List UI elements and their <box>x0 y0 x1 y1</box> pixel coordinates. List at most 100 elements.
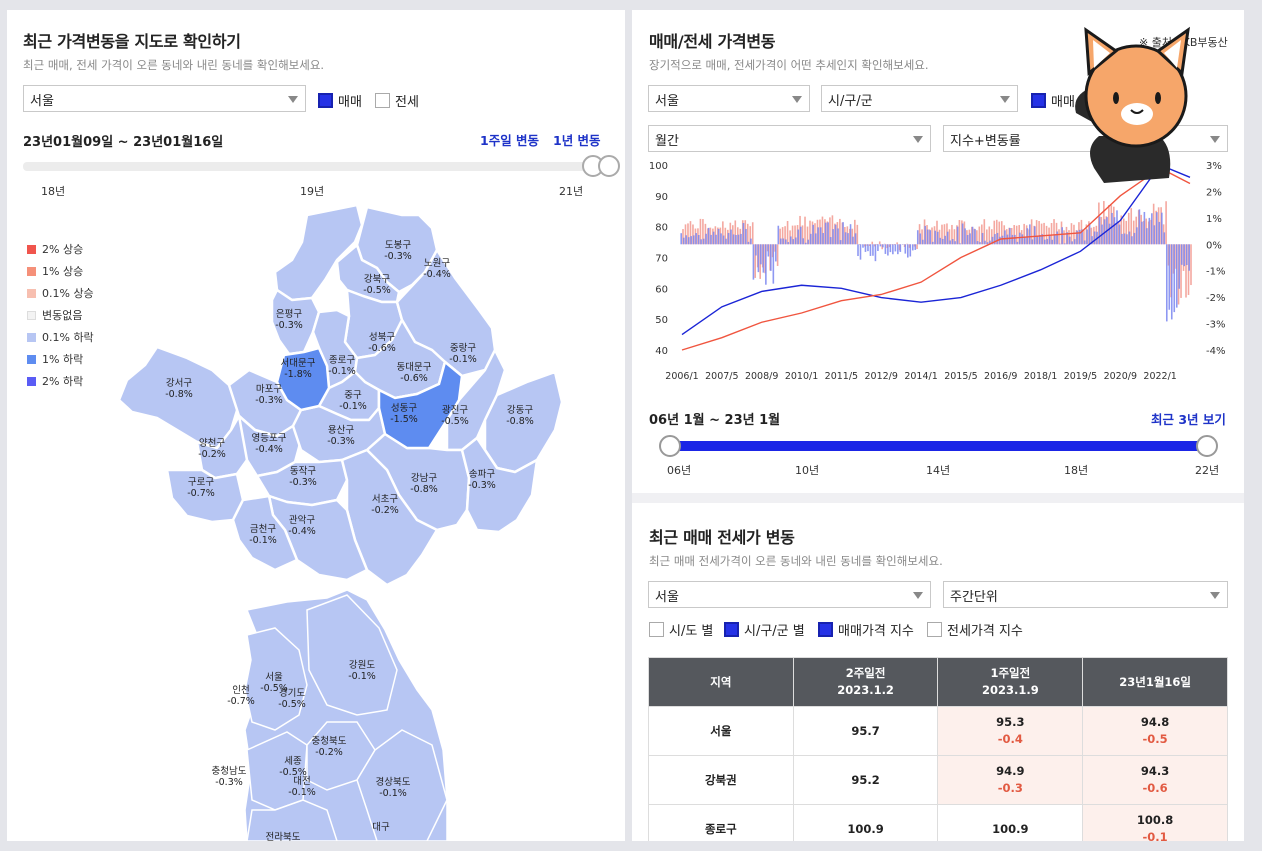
trend-district-select[interactable]: 시/구/군 <box>821 85 1018 112</box>
legend-item: 2% 하락 <box>27 373 83 389</box>
sale-change-bar <box>964 228 966 245</box>
sale-change-bar <box>1113 217 1116 245</box>
jeonse-change-bar <box>1040 223 1043 245</box>
jeonse-change-bar <box>1122 218 1125 245</box>
region-jeonbuk <box>246 799 338 841</box>
x-tick: 2010/1 <box>785 371 818 382</box>
sale-change-bar <box>682 237 685 245</box>
sale-change-bar <box>690 236 692 245</box>
trend-sale-label: 매매 <box>1051 95 1075 110</box>
range-tick: 22년 <box>1195 464 1220 477</box>
sale-change-bar <box>832 229 834 245</box>
sale-change-bar <box>839 240 842 245</box>
jeonse-change-bar <box>998 221 1001 245</box>
jeonse-index-checkbox[interactable]: 전세가격 지수 <box>927 620 1023 639</box>
sale-change-bar <box>1036 236 1039 245</box>
x-tick: 2018/1 <box>1024 371 1057 382</box>
sale-change-bar <box>680 233 682 245</box>
table-region-select[interactable]: 서울 <box>648 581 931 608</box>
region-label: 충청남도 -0.3% <box>211 766 247 788</box>
sale-change-bar <box>986 242 989 245</box>
jeonse-change-bar <box>1058 229 1060 245</box>
sale-index-checkbox[interactable]: 매매가격 지수 <box>818 620 914 639</box>
sale-change-bar <box>1081 229 1083 245</box>
year-change-link[interactable]: 1년 변동 <box>553 133 601 148</box>
jeonse-change-bar <box>990 229 993 245</box>
sale-change-bar <box>812 224 814 245</box>
jeonse-change-bar <box>976 230 978 245</box>
sale-change-bar <box>1029 224 1031 245</box>
sale-change-bar <box>1093 231 1096 245</box>
sale-change-bar <box>720 233 722 245</box>
seoul-map[interactable] <box>7 10 625 841</box>
jeonse-change-bar <box>986 229 988 245</box>
jeonse-change-bar <box>851 228 854 245</box>
table-cell: 종로구 <box>648 804 794 841</box>
legend-swatch <box>27 266 36 276</box>
week-change-link[interactable]: 1주일 변동 <box>480 133 540 148</box>
jeonse-change-bar <box>784 226 786 245</box>
sale-change-bar <box>966 235 969 245</box>
table-cell: 100.9 <box>792 804 939 841</box>
sale-change-bar <box>700 239 702 245</box>
sale-checkbox[interactable]: 매매 <box>318 91 362 110</box>
sale-change-bar <box>979 242 981 245</box>
sale-change-bar <box>760 244 762 265</box>
range-tick: 18년 <box>1064 464 1089 477</box>
region-select[interactable]: 서울 <box>23 85 306 112</box>
jeonse-change-bar <box>1043 222 1045 245</box>
trend-sale-checkbox[interactable]: 매매 <box>1031 91 1075 110</box>
sale-change-bar <box>1170 244 1173 320</box>
sale-change-bar <box>907 244 909 258</box>
jeonse-change-bar <box>1132 220 1135 245</box>
sale-change-bar <box>996 232 999 245</box>
sale-change-bar <box>872 244 874 256</box>
metric-select[interactable]: 지수+변동률 <box>943 125 1228 152</box>
sale-change-bar <box>1158 221 1161 245</box>
sale-change-bar <box>892 244 894 255</box>
range-slider-end-handle[interactable] <box>1196 435 1218 457</box>
period-select[interactable]: 월간 <box>648 125 931 152</box>
sale-change-bar <box>755 244 757 256</box>
index-line <box>681 164 1191 336</box>
checkbox-checked-icon <box>318 93 333 108</box>
region-label: 경기도 -0.5% <box>278 688 306 710</box>
sido-checkbox[interactable]: 시/도 별 <box>649 620 713 639</box>
jeonse-change-bar <box>938 229 941 245</box>
timeline-slider-track[interactable] <box>23 162 603 171</box>
legend-swatch <box>27 288 36 298</box>
sale-change-bar <box>916 230 919 245</box>
table-unit-value: 주간단위 <box>950 590 998 605</box>
y-tick-right: -1% <box>1206 267 1225 278</box>
sale-change-bar <box>747 241 750 245</box>
table-cell: 100.8 -0.1 <box>1082 804 1228 841</box>
jeonse-change-bar <box>1152 203 1155 245</box>
range-slider-start-handle[interactable] <box>659 435 681 457</box>
sale-change-bar <box>1123 233 1126 245</box>
table-row[interactable]: 강북권 95.2 94.9 -0.3 94.3 -0.6 <box>648 755 1228 805</box>
jeonse-change-bar <box>1090 227 1093 245</box>
recent-3y-link[interactable]: 최근 3년 보기 <box>1151 412 1226 427</box>
table-row[interactable]: 종로구 100.9 100.9 100.8 -0.1 <box>648 804 1228 841</box>
sale-change-bar <box>1131 236 1133 245</box>
sale-change-bar <box>1121 233 1123 245</box>
sale-change-bar <box>1153 225 1156 245</box>
jeonse-change-bar <box>821 216 824 245</box>
sigungu-checkbox[interactable]: 시/구/군 별 <box>724 620 805 639</box>
district-songpa <box>460 436 539 534</box>
range-slider-track[interactable] <box>670 441 1208 451</box>
region-label: 강원도 -0.1% <box>348 660 376 682</box>
table-unit-select[interactable]: 주간단위 <box>943 581 1228 608</box>
district-label: 용산구 -0.3% <box>327 425 355 447</box>
jeonse-change-bar <box>1165 201 1167 245</box>
jeonse-change-bar <box>1130 208 1133 245</box>
district-label: 양천구 -0.2% <box>198 438 226 460</box>
sale-change-bar <box>780 238 782 245</box>
table-row[interactable]: 서울 95.7 95.3 -0.4 94.8 -0.5 <box>648 706 1228 756</box>
trend-region-select[interactable]: 서울 <box>648 85 810 112</box>
timeline-slider-handle[interactable] <box>598 155 620 177</box>
jeonse-checkbox[interactable]: 전세 <box>375 91 419 110</box>
table-cell: 서울 <box>648 706 794 756</box>
jeonse-change-bar <box>958 220 961 245</box>
legend-label: 2% 하락 <box>42 375 84 388</box>
